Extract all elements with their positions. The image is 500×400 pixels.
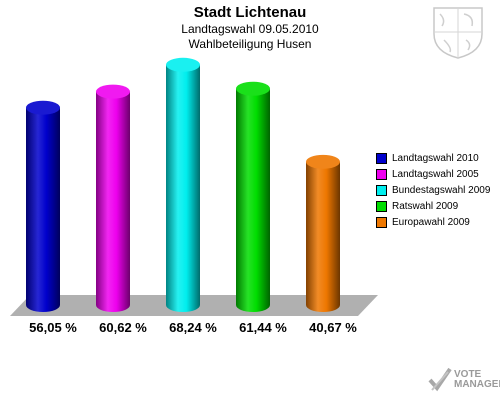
bar-cap (96, 84, 130, 99)
bar-1 (26, 100, 60, 312)
bar-body (306, 161, 340, 312)
bar-cap (26, 100, 60, 115)
legend-swatch (376, 200, 387, 212)
bar-2 (96, 84, 130, 312)
legend-item: Bundestagswahl 2009 (376, 182, 490, 198)
vote-check-icon (428, 367, 452, 392)
bar-value-label: 40,67 % (309, 320, 357, 335)
logo-text-manager: MANAGER (454, 379, 500, 390)
chart-subtitle: Landtagswahl 09.05.2010 (181, 22, 319, 36)
bar-value-label: 61,44 % (239, 320, 287, 335)
bar-body (26, 107, 60, 312)
bar-4 (236, 81, 270, 312)
chart-legend: Landtagswahl 2010 Landtagswahl 2005 Bund… (376, 150, 490, 230)
bar-value-label: 68,24 % (169, 320, 217, 335)
legend-label: Europawahl 2009 (392, 216, 470, 228)
legend-swatch (376, 184, 387, 196)
bar-3 (166, 57, 200, 312)
legend-label: Ratswahl 2009 (392, 200, 459, 212)
legend-swatch (376, 152, 387, 164)
legend-swatch (376, 168, 387, 180)
legend-item: Landtagswahl 2010 (376, 150, 490, 166)
legend-label: Bundestagswahl 2009 (392, 184, 491, 196)
chart-subtitle-2: Wahlbeteiligung Husen (188, 37, 312, 51)
bar-5 (306, 154, 340, 312)
bar-body (236, 88, 270, 312)
logo-text-vote: VOTE (454, 369, 482, 380)
legend-swatch (376, 216, 387, 228)
bar-cap (306, 154, 340, 169)
legend-item: Europawahl 2009 (376, 214, 490, 230)
bar-body (96, 91, 130, 312)
chart-title: Stadt Lichtenau (193, 4, 307, 21)
bar-cap (166, 57, 200, 72)
coat-of-arms-icon (428, 4, 488, 65)
bar-value-label: 56,05 % (29, 320, 77, 335)
legend-label: Landtagswahl 2010 (392, 152, 479, 164)
bar-value-label: 60,62 % (99, 320, 147, 335)
legend-item: Landtagswahl 2005 (376, 166, 490, 182)
bar-cap (236, 81, 270, 96)
vote-manager-logo: VOTE MANAGER (428, 366, 500, 394)
legend-label: Landtagswahl 2005 (392, 168, 479, 180)
bar-body (166, 64, 200, 312)
legend-item: Ratswahl 2009 (376, 198, 490, 214)
